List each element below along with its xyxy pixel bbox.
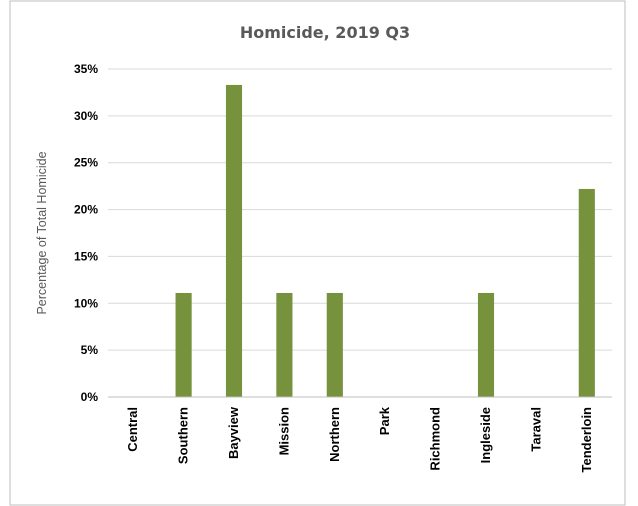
x-tick-label: Northern [327, 407, 342, 462]
y-tick-label: 30% [74, 109, 98, 123]
y-tick-labels: 0% 5% 10% 15% 20% 25% 30% 35% [74, 62, 98, 404]
chart-frame [9, 0, 626, 506]
y-tick-label: 5% [81, 343, 99, 357]
x-tick-label: Southern [176, 407, 191, 464]
chart-title: Homicide, 2019 Q3 [240, 23, 410, 42]
x-tick-label: Ingleside [478, 407, 493, 463]
bar-northern [326, 292, 343, 397]
y-tick-label: 25% [74, 156, 98, 170]
x-tick-label: Tenderloin [579, 407, 594, 473]
x-tick-label: Bayview [226, 406, 241, 459]
y-axis-label: Percentage of Total Homicide [35, 151, 49, 314]
y-tick-label: 15% [74, 249, 98, 263]
y-tick-label: 20% [74, 203, 98, 217]
bars [175, 84, 595, 397]
y-tick-label: 10% [74, 296, 98, 310]
y-tick-label: 0% [81, 390, 99, 404]
x-tick-labels: Central Southern Bayview Mission Northern Par… [125, 406, 594, 472]
bar-tenderloin [578, 188, 595, 397]
bar-mission [276, 292, 293, 397]
bar-ingleside [477, 292, 495, 397]
bar-bayview [225, 84, 243, 397]
x-tick-label: Park [377, 406, 392, 435]
x-tick-label: Taraval [528, 407, 543, 452]
x-tick-label: Central [125, 407, 140, 452]
bar-southern [175, 292, 192, 397]
x-tick-label: Richmond [428, 407, 443, 471]
x-tick-label: Mission [276, 407, 291, 455]
y-tick-label: 35% [74, 62, 98, 76]
gridlines [108, 68, 612, 351]
